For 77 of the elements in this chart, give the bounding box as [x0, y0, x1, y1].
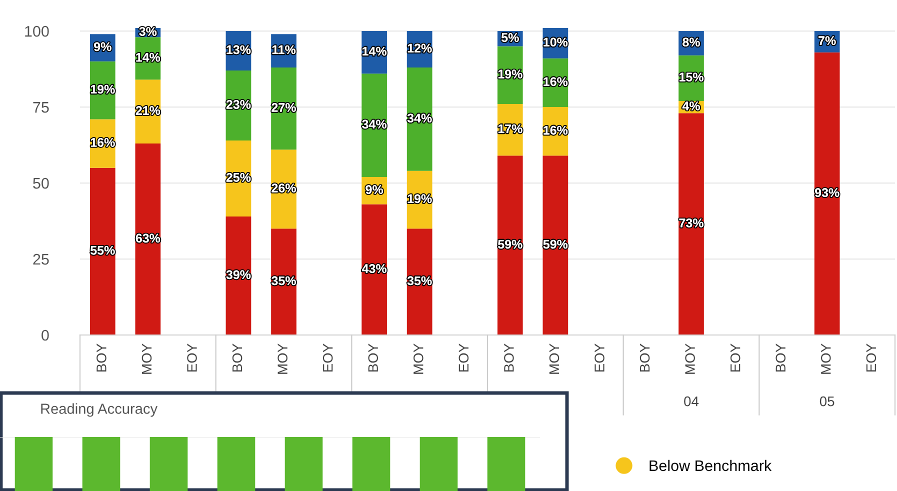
y-tick-label: 75 — [33, 102, 49, 113]
data-label: 26% — [272, 184, 296, 192]
data-label: 5% — [501, 33, 519, 42]
x-tick-label: BOY — [504, 344, 514, 372]
bar — [135, 144, 161, 335]
data-label: 23% — [226, 100, 251, 109]
data-label: 4% — [682, 102, 700, 110]
data-label: 13% — [226, 45, 251, 54]
x-tick-label: BOY — [232, 344, 242, 372]
x-tick-label: EOY — [866, 344, 876, 372]
x-tick-label: MOY — [278, 344, 288, 374]
data-label: 16% — [90, 138, 115, 147]
x-tick-label: EOY — [458, 344, 469, 372]
bar — [542, 156, 568, 335]
x-tick-label: BOY — [776, 344, 786, 372]
data-label: 14% — [362, 46, 386, 56]
data-label: 12% — [408, 44, 432, 53]
data-label: 8% — [682, 38, 700, 47]
bar — [362, 74, 387, 177]
x-tick-label: BOY — [368, 344, 378, 372]
x-tick-label: EOY — [187, 344, 197, 372]
data-label: 93% — [815, 188, 840, 198]
bar — [406, 68, 432, 171]
data-label: 16% — [544, 126, 568, 135]
data-label: 17% — [498, 124, 522, 134]
data-label: 35% — [407, 276, 432, 286]
x-tick-label: MOY — [142, 344, 152, 374]
data-label: 19% — [408, 194, 432, 204]
data-label: 73% — [679, 218, 704, 228]
bar — [497, 156, 523, 335]
x-tick-label: EOY — [594, 344, 604, 372]
bar — [226, 216, 252, 335]
x-tick-label: BOY — [96, 344, 106, 372]
data-label: 39% — [226, 270, 251, 280]
data-label: 63% — [136, 234, 160, 243]
x-tick-label: MOY — [685, 344, 695, 374]
bar — [271, 68, 296, 150]
data-label: 55% — [90, 246, 115, 255]
legend-label: Below Benchmark — [650, 460, 772, 472]
x-tick-label: MOY — [413, 344, 424, 374]
data-label: 9% — [94, 42, 112, 52]
bar — [271, 228, 296, 335]
bar — [814, 52, 840, 335]
data-label: 25% — [226, 172, 251, 182]
data-label: 11% — [272, 45, 296, 54]
x-tick-label: MOY — [549, 344, 560, 374]
data-label: 14% — [136, 52, 160, 62]
x-tick-label: MOY — [820, 344, 831, 374]
data-label: 9% — [366, 185, 384, 194]
data-label: 34% — [362, 120, 386, 129]
data-label: 19% — [498, 70, 522, 78]
y-tick-label: 0 — [42, 330, 49, 341]
data-label: 34% — [407, 114, 432, 123]
data-label: 59% — [543, 240, 568, 249]
data-label: 21% — [136, 106, 160, 115]
data-label: 35% — [272, 276, 296, 286]
x-tick-label: BOY — [640, 344, 650, 372]
y-tick-label: 50 — [33, 178, 49, 189]
data-label: 43% — [362, 264, 386, 274]
bar — [678, 113, 704, 335]
bar — [362, 204, 387, 335]
x-tick-label: EOY — [322, 344, 333, 372]
data-label: 10% — [544, 38, 568, 47]
data-label: 7% — [818, 36, 836, 46]
text: 04 — [684, 396, 699, 406]
y-tick-label: 25 — [33, 254, 49, 265]
data-label: 59% — [498, 240, 522, 249]
data-label: 15% — [680, 72, 704, 82]
text: 05 — [820, 396, 834, 406]
chart-title: Reading Accuracy — [41, 403, 158, 417]
bar — [406, 228, 432, 335]
x-tick-label: EOY — [730, 344, 740, 372]
data-label: 19% — [90, 84, 115, 94]
data-label: 27% — [272, 103, 296, 112]
data-label: 16% — [544, 77, 568, 86]
y-tick-label: 100 — [25, 26, 49, 37]
bar — [90, 168, 116, 335]
